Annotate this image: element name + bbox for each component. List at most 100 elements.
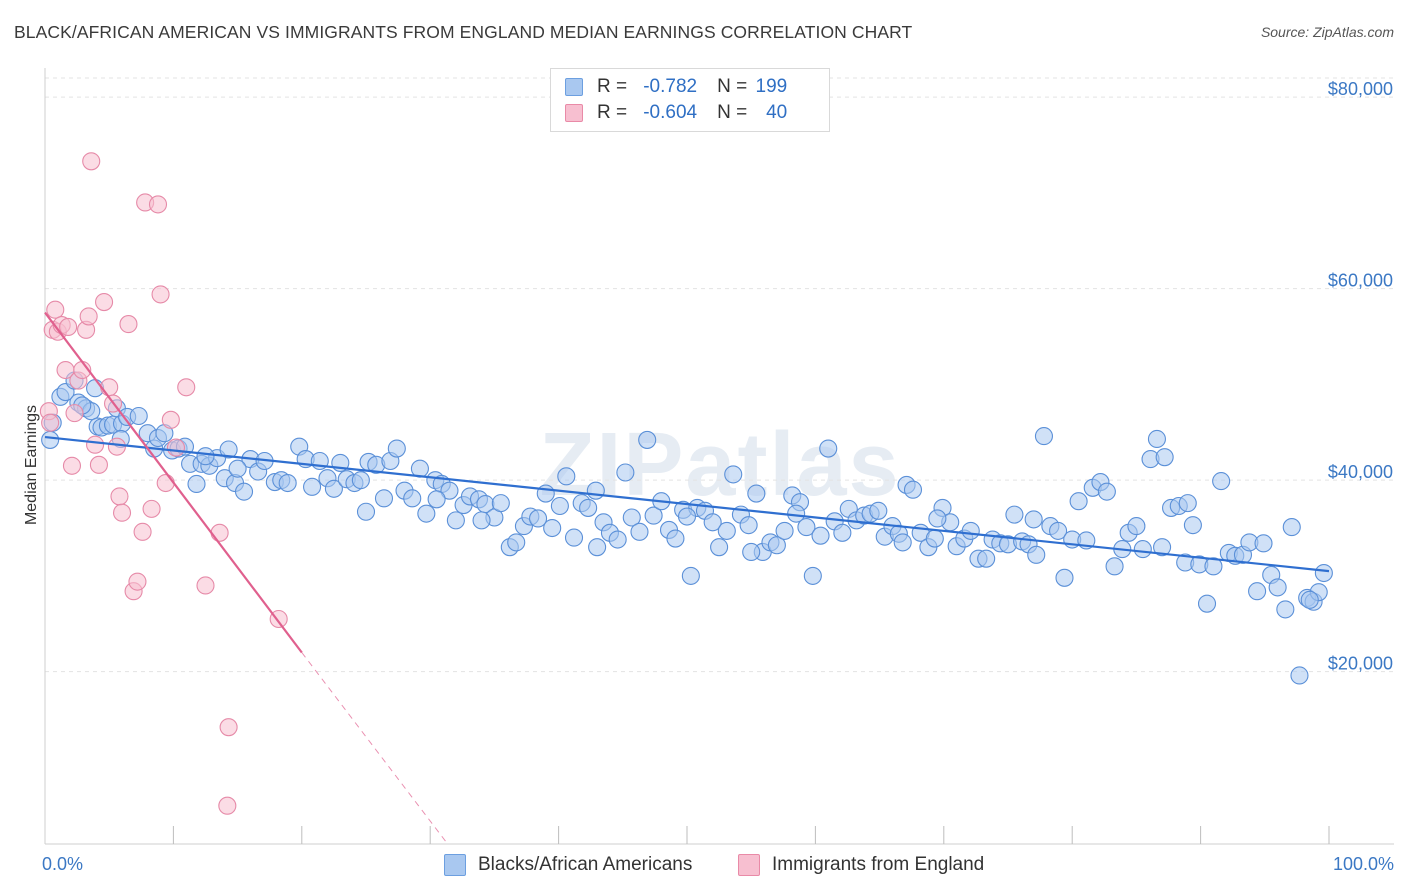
legend-item-blacks: Blacks/African Americans [444,852,692,878]
pink-point [142,499,161,518]
n-label: N = [717,76,748,97]
blue-point [234,482,254,501]
pink-trend-extension [301,652,449,845]
blue-point [1300,590,1319,609]
blue-point [616,463,635,482]
blue-point [1005,505,1024,524]
blue-point [1024,510,1043,529]
blue-point [644,506,663,525]
pink-point [107,437,126,456]
r-value: -0.604 [643,102,698,123]
pink-point [86,435,105,454]
blue-point [1147,429,1166,449]
blue-point [677,507,697,526]
n-value: 199 [755,76,788,97]
blue-point [324,479,343,498]
blue-point [586,481,605,500]
blue-point [507,533,526,552]
blue-point [1290,666,1309,685]
blue-point [977,549,996,568]
blue-point [1248,582,1267,601]
blue-point [278,473,297,493]
pink-point [79,307,98,326]
blue-point [303,477,322,496]
blue-point [579,498,598,517]
pink-point [166,438,186,457]
blue-point [440,481,459,500]
y-tick-label: $20,000 [1328,654,1393,674]
blue-point [529,509,548,528]
pink-trend-line [44,311,303,654]
source-credit: Source: ZipAtlas.com [1260,24,1394,40]
blue-point [356,502,376,521]
blue-point [1069,492,1088,511]
r-label: R = [597,102,628,123]
correlation-stats-box: R = -0.782 N = 199 R = -0.604 N = 40 [550,68,830,132]
pink-point [82,152,101,171]
pink-point [65,404,84,423]
blue-point [767,536,786,555]
blue-point [374,489,394,508]
blue-point [417,504,436,523]
pink-point [148,195,168,214]
blue-point [742,542,761,562]
blue-point [608,530,627,549]
blue-point [588,538,607,557]
blue-swatch [565,78,583,96]
blue-point [491,494,510,513]
blue-point [1254,534,1273,553]
x-tick-labels: 0.0% 100.0% [42,854,1394,874]
blue-point [1105,557,1124,576]
blue-point [869,501,888,520]
blue-point [1027,545,1046,564]
blue-point [717,521,736,540]
blue-point [710,538,729,557]
blue-point [1178,494,1197,513]
pink-point [112,503,132,522]
blue-point [638,430,657,449]
pink-points [39,152,288,815]
blue-point [903,480,923,499]
blue-point [228,459,247,478]
pink-point [219,718,238,737]
pink-point [156,473,175,493]
pink-point [100,378,119,397]
n-value: 40 [766,102,788,123]
blue-point [219,440,238,459]
blue-point [351,471,370,490]
blue-point [787,504,806,523]
blue-point [1204,557,1223,576]
blue-point [187,474,206,494]
blue-point [543,518,562,538]
pink-point [128,572,147,591]
blue-point [622,508,641,527]
r-label: R = [597,76,628,97]
blue-point [1127,517,1146,536]
pink-point [59,317,78,337]
pink-point [119,315,138,334]
blue-point [536,484,555,503]
pink-point [41,413,60,432]
blue-point [1314,563,1333,583]
blue-point [893,533,912,552]
blue-point [747,484,766,503]
blue-point [961,521,980,540]
blue-point [1055,568,1074,587]
blue-point [1268,578,1287,597]
blue-trend-line [44,435,1330,573]
blue-point [550,496,569,516]
stat-row-pink: R = -0.604 N = 40 [565,101,787,125]
chart-legend: Blacks/African Americans Immigrants from… [0,852,1406,878]
legend-swatch-blue [444,854,466,876]
legend-label: Blacks/African Americans [478,854,693,875]
blue-point [811,526,830,545]
pink-point [177,378,196,397]
blue-point [928,509,947,528]
blue-point [129,406,148,426]
blue-point [41,430,60,449]
blue-point [1034,427,1054,446]
blue-point [196,447,215,466]
pink-swatch [565,104,583,122]
blue-point [1183,516,1202,535]
